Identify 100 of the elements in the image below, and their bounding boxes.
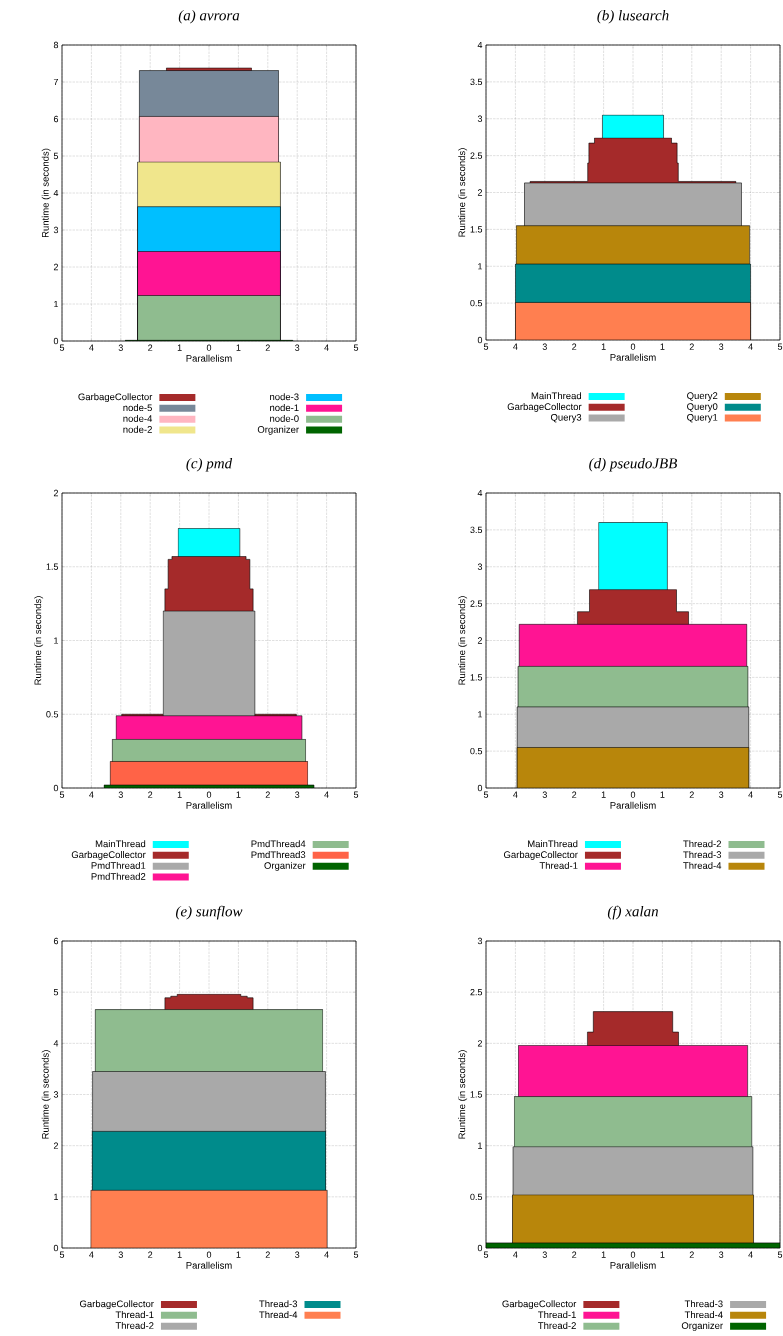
x-tick-label: 2 <box>689 343 694 350</box>
x-tick-label: 1 <box>660 1251 665 1258</box>
x-tick-label: 3 <box>118 344 123 351</box>
y-axis-title: Runtime (in seconds) <box>34 596 44 685</box>
x-tick-label: 3 <box>719 1251 724 1258</box>
x-tick-label: 4 <box>748 791 753 798</box>
x-tick-label: 5 <box>59 344 65 351</box>
y-tick-label: 2 <box>477 637 483 644</box>
legend-label: PmdThread2 <box>91 872 146 880</box>
x-tick-label: 4 <box>324 791 329 798</box>
legend-label: Query3 <box>550 413 582 423</box>
chart-title: (a) avrora <box>178 9 240 24</box>
y-tick-label: 1 <box>478 263 483 270</box>
x-tick-label: 5 <box>353 344 359 351</box>
x-tick-label: 5 <box>59 791 65 798</box>
y-tick-label: 0 <box>477 336 483 344</box>
legend-label: GarbageCollector <box>507 403 582 412</box>
y-tick-label: 5 <box>53 152 59 160</box>
x-axis-title: Parallelism <box>186 801 232 809</box>
x-tick-label: 0 <box>630 343 636 350</box>
y-axis-title: Runtime (in seconds) <box>41 1050 51 1139</box>
x-tick-label: 2 <box>148 344 153 351</box>
x-tick-label: 1 <box>660 791 665 798</box>
legend-label: PmdThread3 <box>251 851 306 859</box>
legend-label: Thread-2 <box>683 840 722 848</box>
legend-label: node-0 <box>270 414 299 422</box>
y-tick-label: 3 <box>53 1091 59 1098</box>
x-tick-label: 5 <box>483 1251 489 1258</box>
legend-label: GarbageCollector <box>503 851 578 860</box>
chart-title: (d) pseudoJBB <box>589 457 678 472</box>
x-tick-label: 5 <box>483 791 489 798</box>
x-tick-label: 3 <box>719 343 724 350</box>
legend-label: Thread-1 <box>115 1311 154 1319</box>
x-tick-label: 5 <box>483 343 489 350</box>
y-tick-label: 1 <box>54 300 59 308</box>
x-tick-label: 2 <box>689 1251 694 1258</box>
y-tick-label: 3 <box>477 563 483 570</box>
x-tick-label: 2 <box>148 791 153 798</box>
legend-label: GarbageCollector <box>71 851 146 860</box>
x-tick-label: 3 <box>542 791 547 798</box>
x-tick-label: 2 <box>265 1251 270 1258</box>
x-tick-label: 4 <box>513 343 518 350</box>
y-tick-label: 2 <box>53 263 59 271</box>
legend-label: Thread-3 <box>684 1300 723 1308</box>
legend-label: Thread-3 <box>683 851 722 859</box>
y-tick-label: 1.5 <box>470 226 483 233</box>
x-tick-label: 5 <box>777 791 783 798</box>
legend-label: Query1 <box>687 413 718 423</box>
x-tick-label: 1 <box>236 344 241 351</box>
x-tick-label: 3 <box>542 343 547 350</box>
x-tick-label: 3 <box>118 1251 123 1258</box>
x-tick-label: 4 <box>748 1251 753 1258</box>
x-tick-label: 0 <box>206 1251 212 1258</box>
x-tick-label: 4 <box>513 1251 518 1258</box>
x-tick-label: 2 <box>265 344 270 351</box>
legend-label: MainThread <box>531 392 582 400</box>
x-tick-label: 3 <box>118 791 123 798</box>
legend-label: MainThread <box>95 840 146 848</box>
y-tick-label: 1 <box>478 711 483 718</box>
chart-title: (b) lusearch <box>597 9 669 24</box>
y-tick-label: 7 <box>53 78 59 86</box>
x-tick-label: 1 <box>601 343 606 350</box>
x-tick-label: 4 <box>89 791 94 798</box>
legend-label: node-1 <box>270 404 299 412</box>
x-tick-label: 1 <box>660 343 665 350</box>
y-tick-label: 4 <box>53 1040 59 1047</box>
x-tick-label: 1 <box>236 791 241 798</box>
x-tick-label: 2 <box>148 1251 153 1258</box>
y-tick-label: 1 <box>54 637 59 644</box>
legend-label: GarbageCollector <box>79 1300 154 1310</box>
x-tick-label: 4 <box>324 1251 329 1258</box>
x-tick-label: 1 <box>601 791 606 798</box>
legend-label: node-4 <box>123 414 153 422</box>
y-tick-label: 4 <box>477 41 483 49</box>
x-tick-label: 4 <box>513 791 518 798</box>
y-tick-label: 0.5 <box>46 711 59 718</box>
y-tick-label: 0 <box>53 784 59 792</box>
x-tick-label: 3 <box>295 344 300 351</box>
legend-label: node-2 <box>123 425 152 433</box>
y-tick-label: 1.5 <box>46 563 59 570</box>
y-tick-label: 0.5 <box>470 299 483 307</box>
y-tick-label: 3.5 <box>470 78 483 86</box>
y-tick-label: 2 <box>53 1142 59 1149</box>
x-tick-label: 5 <box>777 1251 783 1258</box>
y-tick-label: 2.5 <box>470 600 483 607</box>
y-tick-label: 3.5 <box>470 526 483 534</box>
legend-label: Thread-4 <box>684 1311 723 1319</box>
x-axis-title: Parallelism <box>610 1261 656 1269</box>
y-tick-label: 3 <box>477 937 483 945</box>
y-tick-label: 0.5 <box>470 1193 483 1201</box>
x-tick-label: 2 <box>572 1251 577 1258</box>
x-tick-label: 1 <box>601 1251 606 1258</box>
x-tick-label: 5 <box>353 791 359 798</box>
chart-title: (f) xalan <box>607 905 658 920</box>
legend-label: node-5 <box>123 404 152 412</box>
legend-label: Organizer <box>681 1321 723 1331</box>
legend-label: Thread-4 <box>259 1311 298 1319</box>
y-tick-label: 2.5 <box>470 152 483 159</box>
x-tick-label: 1 <box>177 344 182 351</box>
x-tick-label: 2 <box>572 343 577 350</box>
